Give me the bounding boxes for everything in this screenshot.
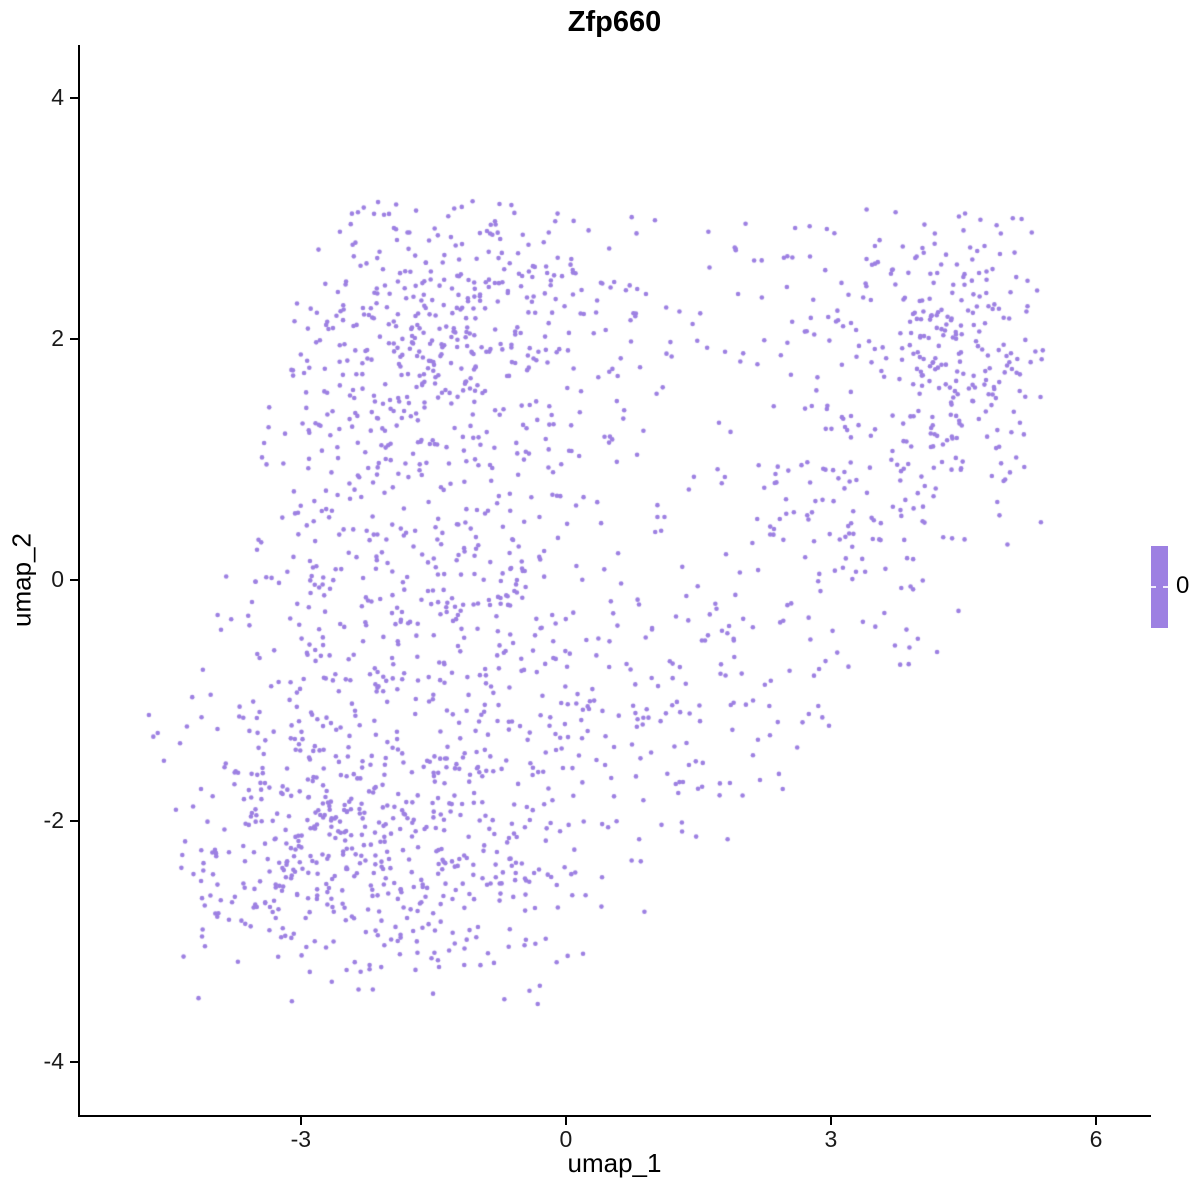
legend-label: 0 — [1176, 572, 1190, 599]
y-tick-label: 2 — [51, 325, 64, 351]
x-tick-mark — [1094, 1117, 1097, 1125]
x-tick-mark — [829, 1117, 832, 1125]
y-tick-mark — [70, 1060, 78, 1063]
legend-tick-mark — [1163, 586, 1168, 588]
plot-panel — [80, 45, 1149, 1115]
y-axis-line — [78, 45, 80, 1117]
y-tick-mark — [70, 819, 78, 822]
x-tick-mark — [299, 1117, 302, 1125]
y-tick-mark — [70, 97, 78, 100]
x-tick-label: 6 — [1089, 1126, 1103, 1152]
legend-tick-mark — [1151, 586, 1156, 588]
y-tick-label: 0 — [51, 566, 64, 592]
y-tick-label: -4 — [43, 1047, 64, 1074]
y-tick-mark — [70, 338, 78, 340]
x-tick-label: 0 — [559, 1126, 573, 1152]
x-tick-label: 3 — [824, 1126, 838, 1152]
scatter-points-canvas — [80, 45, 1149, 1115]
legend-colorbar — [1151, 546, 1168, 628]
x-axis-line — [78, 1115, 1151, 1117]
y-tick-label: 4 — [51, 84, 64, 111]
chart-title: Zfp660 — [567, 6, 662, 38]
y-tick-mark — [70, 579, 78, 581]
y-tick-label: -2 — [43, 806, 64, 833]
y-axis-title: umap_2 — [6, 533, 37, 627]
x-tick-label: -3 — [290, 1126, 312, 1152]
x-tick-mark — [564, 1117, 567, 1125]
x-axis-title: umap_1 — [567, 1148, 662, 1178]
